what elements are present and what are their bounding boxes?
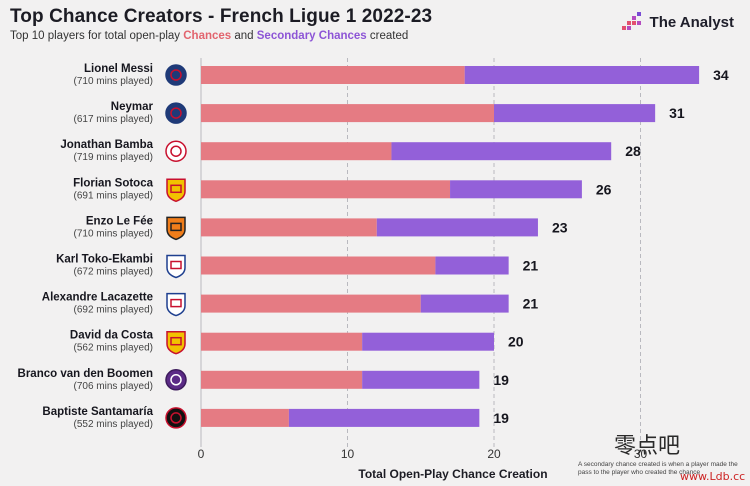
secondary-chances-bar (391, 142, 612, 161)
lyon-badge-icon (166, 254, 186, 279)
chances-bar (201, 256, 436, 275)
brand-name: The Analyst (649, 13, 734, 31)
player-name: Branco van den Boomen (18, 368, 153, 380)
subtitle-suffix: created (366, 30, 409, 42)
total-data-label: 20 (508, 334, 524, 350)
chances-bar (201, 294, 421, 313)
chances-bar (201, 104, 494, 123)
total-data-label: 19 (493, 372, 509, 388)
player-minutes: (552 mins played) (74, 419, 153, 430)
secondary-chances-bar (362, 370, 480, 389)
player-minutes: (706 mins played) (74, 381, 153, 392)
x-tick-label: 30 (634, 447, 648, 461)
total-data-label: 21 (523, 296, 539, 312)
secondary-chances-bar (376, 218, 538, 237)
chart-subtitle: Top 10 players for total open-play Chanc… (10, 30, 408, 42)
secondary-chances-bar (494, 104, 656, 123)
chart-title: Top Chance Creators - French Ligue 1 202… (10, 6, 433, 27)
lorient-badge-icon (166, 216, 186, 241)
lyon-badge-icon (166, 292, 186, 317)
psg-badge-icon (165, 102, 187, 124)
secondary-chances-bar (450, 180, 582, 199)
watermark-url: www.Ldb.cc (680, 470, 746, 483)
footnote: A secondary chance created is when a pla… (578, 461, 738, 476)
chances-bar (201, 180, 451, 199)
chances-bar (201, 408, 289, 427)
x-tick-label: 0 (198, 447, 205, 461)
secondary-chances-bar (362, 332, 494, 351)
player-name: David da Costa (70, 330, 154, 342)
player-name: Neymar (111, 101, 154, 113)
total-data-label: 31 (669, 105, 685, 121)
total-data-label: 26 (596, 181, 612, 197)
player-name: Lionel Messi (84, 63, 153, 75)
player-name: Enzo Le Fée (86, 215, 153, 227)
player-name: Florian Sotoca (73, 177, 153, 189)
chances-bar (201, 332, 363, 351)
total-data-label: 28 (625, 143, 641, 159)
chances-bar (201, 66, 465, 84)
player-name: Baptiste Santamaría (42, 406, 153, 418)
player-minutes: (710 mins played) (74, 228, 153, 239)
total-data-label: 34 (713, 67, 729, 83)
player-minutes: (617 mins played) (74, 114, 153, 125)
subtitle-secondary-label: Secondary Chances (256, 30, 367, 42)
x-axis-label: Total Open-Play Chance Creation (358, 467, 547, 481)
lens-badge-icon (166, 178, 186, 203)
chances-bar (201, 370, 363, 389)
subtitle-and: and (231, 30, 257, 42)
player-minutes: (710 mins played) (74, 76, 153, 87)
player-minutes: (562 mins played) (74, 343, 153, 354)
player-minutes: (719 mins played) (74, 152, 153, 163)
subtitle-prefix: Top 10 players for total open-play (10, 30, 184, 42)
total-data-label: 21 (523, 258, 539, 274)
total-data-label: 23 (552, 219, 568, 235)
player-name: Jonathan Bamba (60, 139, 153, 151)
player-name: Karl Toko-Ekambi (56, 254, 153, 266)
secondary-chances-bar (420, 294, 509, 313)
rennes-badge-icon (165, 407, 187, 429)
x-tick-label: 20 (487, 447, 501, 461)
toulouse-badge-icon (165, 369, 187, 391)
x-tick-label: 10 (341, 447, 355, 461)
player-minutes: (692 mins played) (74, 305, 153, 316)
chances-bar (201, 142, 392, 161)
lens-badge-icon (166, 330, 186, 355)
brand-logo: The Analyst (621, 12, 734, 32)
player-name: Alexandre Lacazette (42, 292, 153, 304)
secondary-chances-bar (464, 66, 700, 84)
subtitle-chances-label: Chances (183, 30, 232, 42)
chances-bar (201, 218, 377, 237)
watermark-text: 零点吧 (614, 434, 681, 459)
lille-badge-icon (165, 140, 187, 162)
psg-badge-icon (165, 64, 187, 86)
secondary-chances-bar (435, 256, 509, 275)
player-minutes: (672 mins played) (74, 267, 153, 278)
player-minutes: (691 mins played) (74, 190, 153, 201)
total-data-label: 19 (493, 410, 509, 426)
analyst-logo-icon (621, 12, 641, 30)
secondary-chances-bar (288, 408, 480, 427)
